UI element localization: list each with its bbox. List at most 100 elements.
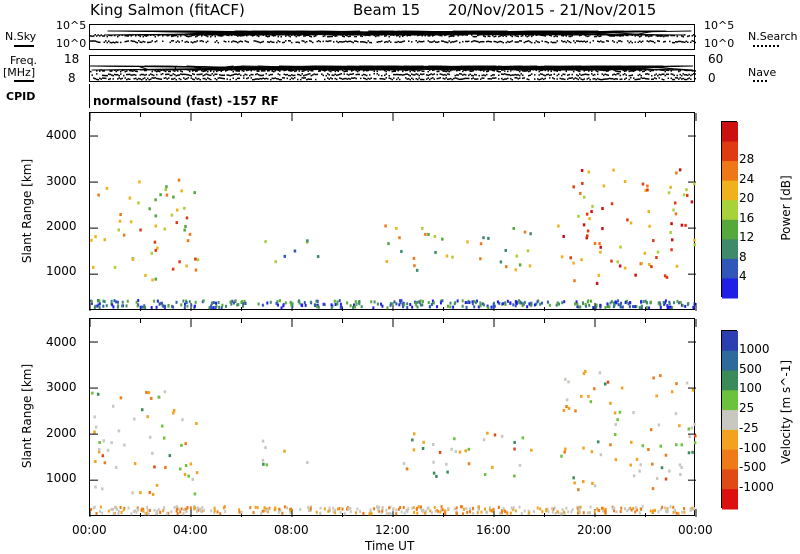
trace-point [588, 77, 590, 79]
heatmap-cell [103, 461, 107, 465]
trace-point [136, 41, 138, 44]
trace-point [127, 35, 129, 37]
scatter-cell [156, 299, 159, 303]
trace-point [328, 70, 330, 72]
trace-point [504, 78, 506, 80]
heatmap-cell [562, 408, 566, 412]
scatter-cell [379, 302, 382, 306]
scatter-cell [103, 300, 106, 304]
scatter-cell [144, 512, 147, 516]
trace-point [502, 69, 504, 71]
trace-point [483, 40, 485, 43]
scatter-cell [588, 303, 591, 307]
trace-point [679, 69, 681, 72]
heatmap-cell [643, 251, 647, 255]
scatter-cell [664, 509, 667, 513]
trace-point [283, 41, 285, 44]
colorbar-swatch [722, 239, 738, 260]
trace-point [402, 35, 404, 38]
trace-point [462, 78, 464, 80]
heatmap-cell [691, 388, 695, 392]
heatmap-cell [634, 273, 637, 277]
heatmap-cell [479, 257, 482, 261]
trace-point [388, 74, 390, 77]
trace-point [283, 69, 285, 72]
scatter-cell [397, 507, 400, 511]
trace-point [502, 35, 504, 37]
trace-point [609, 35, 611, 37]
power-ylabel: Slant Range [km] [20, 158, 34, 264]
scatter-cell [500, 511, 503, 515]
trace-point [400, 41, 402, 43]
scatter-cell [381, 304, 384, 308]
heatmap-cell [655, 255, 658, 259]
trace-point [160, 78, 162, 81]
heatmap-cell [180, 443, 183, 447]
trace-point [141, 41, 143, 44]
colorbar-swatch [722, 331, 738, 352]
trace-point [693, 34, 695, 36]
scatter-cell [405, 508, 408, 512]
trace-point [448, 35, 450, 38]
trace-point [477, 40, 479, 43]
scatter-cell [224, 510, 227, 514]
trace-point [207, 73, 209, 76]
trace-point [429, 78, 431, 81]
trace-point [148, 41, 150, 44]
trace-point [228, 34, 230, 37]
scatter-cell [617, 299, 620, 303]
scatter-cell [402, 506, 405, 510]
scatter-cell [581, 301, 584, 305]
trace-point [103, 70, 105, 72]
heatmap-cell [148, 490, 151, 494]
scatter-cell [403, 511, 406, 515]
trace-point [538, 78, 540, 81]
trace-point [436, 77, 438, 80]
scatter-cell [471, 300, 474, 304]
trace-point [456, 40, 458, 42]
trace-point [568, 73, 570, 76]
heatmap-cell [261, 439, 265, 443]
scatter-cell [201, 509, 204, 513]
trace-point [139, 74, 141, 76]
trace-point [441, 73, 443, 76]
heatmap-cell [693, 238, 696, 242]
scatter-cell [282, 304, 285, 308]
trace-point [402, 40, 404, 43]
scatter-cell [628, 305, 631, 309]
scatter-cell [392, 508, 395, 512]
scatter-cell [185, 300, 188, 304]
scatter-cell [402, 305, 405, 309]
heatmap-cell [579, 191, 582, 195]
heatmap-cell [421, 226, 424, 230]
scatter-cell [184, 507, 187, 511]
trace-point [663, 35, 665, 38]
trace-point [375, 35, 377, 38]
trace-point [553, 35, 555, 38]
trace-spike [118, 30, 463, 36]
trace-point [168, 34, 170, 37]
trace-point [220, 74, 222, 77]
trace-point [585, 41, 587, 43]
trace-point [388, 40, 390, 42]
trace-point [208, 78, 210, 80]
heatmap-cell [693, 422, 696, 426]
trace-point [640, 41, 642, 43]
heatmap-cell [652, 376, 655, 380]
scatter-cell [617, 303, 620, 307]
trace-point [151, 77, 153, 79]
trace-point [640, 35, 642, 37]
trace-point [223, 74, 225, 76]
heatmap-cell [438, 450, 442, 454]
trace-point [526, 40, 528, 42]
x-tick: 20:00 [577, 523, 612, 537]
scatter-cell [479, 304, 482, 308]
trace-point [114, 73, 116, 76]
heatmap-cell [283, 449, 286, 453]
scatter-cell [268, 506, 271, 510]
trace-point [670, 73, 672, 75]
scatter-cell [619, 305, 622, 309]
heatmap-cell [609, 401, 612, 405]
heatmap-cell [560, 454, 563, 458]
trace-point [517, 78, 519, 80]
